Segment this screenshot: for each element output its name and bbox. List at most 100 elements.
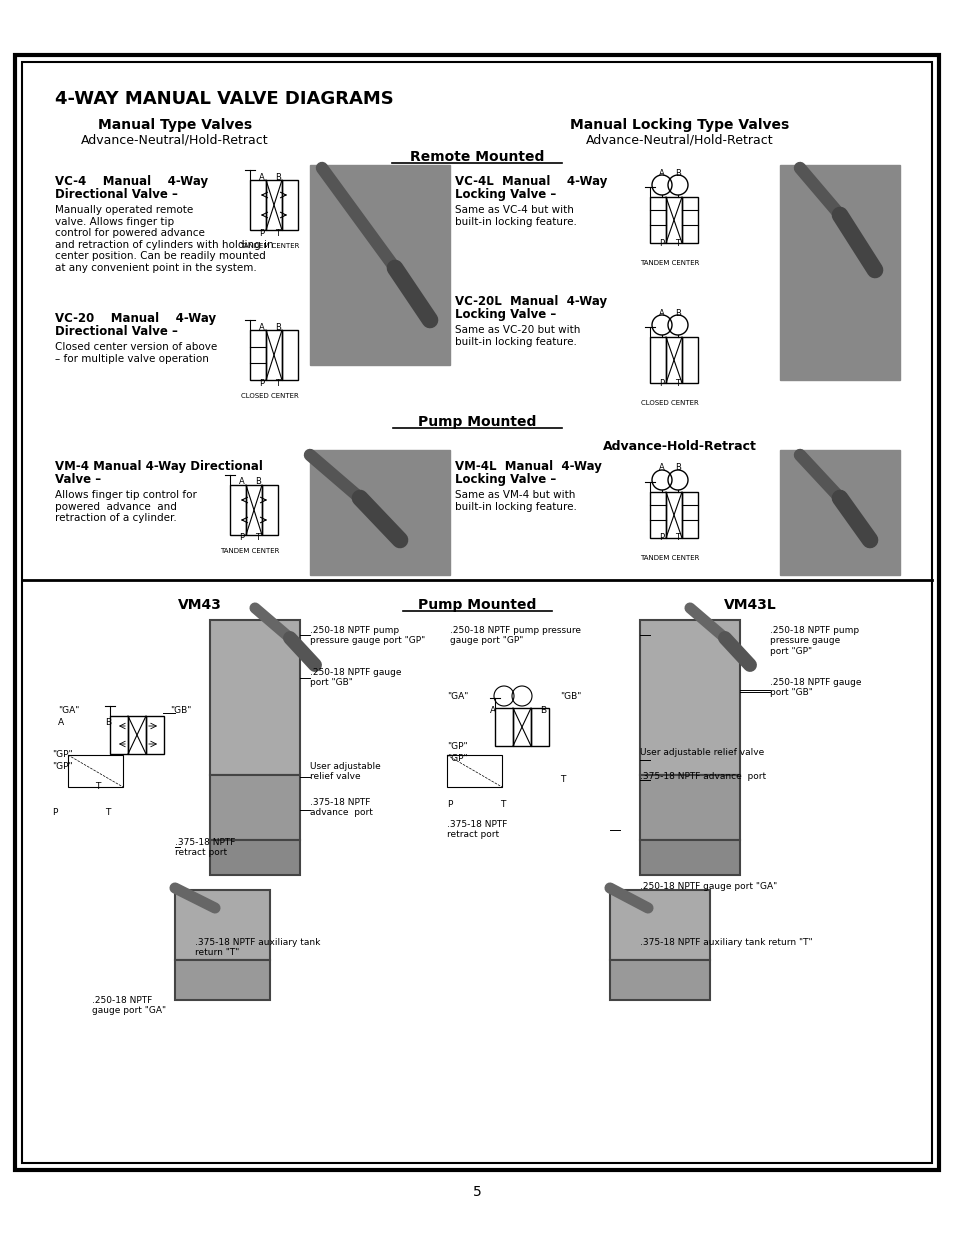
Text: Advance-Neutral/Hold-Retract: Advance-Neutral/Hold-Retract [585, 133, 773, 146]
Text: .250-18 NPTF gauge port "GA": .250-18 NPTF gauge port "GA" [639, 882, 777, 890]
Bar [310, 450, 450, 576]
Bar [665, 492, 681, 538]
Text: .375-18 NPTF advance  port: .375-18 NPTF advance port [639, 772, 765, 781]
Bar [649, 337, 665, 383]
Bar [22, 62, 931, 1163]
Text: A: A [659, 309, 664, 317]
Text: T: T [95, 782, 100, 790]
Text: "GP": "GP" [52, 750, 72, 760]
Text: Valve –: Valve – [55, 473, 101, 487]
Text: TANDEM CENTER: TANDEM CENTER [639, 555, 699, 561]
Text: "GP": "GP" [447, 755, 467, 763]
Text: T: T [675, 378, 679, 388]
Bar [447, 755, 501, 787]
Text: TANDEM CENTER: TANDEM CENTER [240, 243, 299, 249]
Text: VM-4L  Manual  4-Way: VM-4L Manual 4-Way [455, 459, 601, 473]
Text: .250-18 NPTF gauge
port "GB": .250-18 NPTF gauge port "GB" [769, 678, 861, 698]
Text: "GB": "GB" [170, 706, 192, 715]
Bar [649, 492, 665, 538]
Bar [282, 180, 297, 230]
Text: CLOSED CENTER: CLOSED CENTER [640, 400, 699, 406]
Text: "GA": "GA" [58, 706, 79, 715]
Text: P: P [659, 534, 664, 542]
Bar [531, 708, 548, 746]
Text: T: T [499, 800, 505, 809]
Text: User adjustable relief valve: User adjustable relief valve [639, 748, 763, 757]
Text: Pump Mounted: Pump Mounted [417, 598, 536, 613]
Bar [495, 708, 513, 746]
Text: VC-20    Manual    4-Way: VC-20 Manual 4-Way [55, 312, 216, 325]
Text: Same as VC-20 but with
built-in locking feature.: Same as VC-20 but with built-in locking … [455, 325, 579, 347]
Text: T: T [559, 776, 565, 784]
Text: 5: 5 [472, 1186, 481, 1199]
Text: 4-WAY MANUAL VALVE DIAGRAMS: 4-WAY MANUAL VALVE DIAGRAMS [55, 90, 394, 107]
Bar [609, 960, 709, 1000]
Text: B: B [539, 706, 545, 715]
Text: B: B [254, 478, 261, 487]
Bar [266, 330, 282, 380]
Bar [780, 450, 899, 576]
Text: .250-18 NPTF
gauge port "GA": .250-18 NPTF gauge port "GA" [91, 995, 166, 1015]
Text: B: B [105, 718, 111, 727]
Text: B: B [274, 322, 280, 331]
Text: VM43: VM43 [178, 598, 222, 613]
Text: A: A [259, 173, 265, 182]
Bar [639, 776, 740, 840]
Text: Closed center version of above
– for multiple valve operation: Closed center version of above – for mul… [55, 342, 217, 363]
Text: Manually operated remote
valve. Allows finger tip
control for powered advance
an: Manually operated remote valve. Allows f… [55, 205, 274, 273]
Text: "GB": "GB" [559, 692, 580, 701]
Text: B: B [675, 463, 680, 473]
Text: P: P [447, 800, 452, 809]
Bar [282, 330, 297, 380]
Bar [649, 198, 665, 243]
Bar [681, 198, 698, 243]
Text: Directional Valve –: Directional Valve – [55, 325, 177, 338]
Bar [681, 492, 698, 538]
Text: .250-18 NPTF pump pressure
gauge port "GP": .250-18 NPTF pump pressure gauge port "G… [450, 626, 580, 646]
Bar [665, 337, 681, 383]
Text: Remote Mounted: Remote Mounted [410, 149, 543, 164]
Text: .375-18 NPTF
advance  port: .375-18 NPTF advance port [310, 798, 373, 818]
Text: Manual Locking Type Valves: Manual Locking Type Valves [570, 119, 789, 132]
Text: .250-18 NPTF gauge
port "GB": .250-18 NPTF gauge port "GB" [310, 668, 401, 688]
Bar [128, 716, 146, 755]
Text: Pump Mounted: Pump Mounted [417, 415, 536, 429]
Text: P: P [259, 228, 264, 237]
Bar [246, 485, 262, 535]
Bar [262, 485, 277, 535]
Text: T: T [675, 534, 679, 542]
Text: TANDEM CENTER: TANDEM CENTER [639, 261, 699, 266]
Text: P: P [239, 534, 244, 542]
Text: Locking Valve –: Locking Valve – [455, 308, 556, 321]
Text: Manual Type Valves: Manual Type Valves [98, 119, 252, 132]
Bar [210, 620, 299, 776]
Text: A: A [659, 168, 664, 178]
Bar [146, 716, 164, 755]
Bar [210, 840, 299, 876]
Text: B: B [675, 168, 680, 178]
Bar [780, 165, 899, 380]
Text: VC-20L  Manual  4-Way: VC-20L Manual 4-Way [455, 295, 606, 308]
Text: B: B [675, 309, 680, 317]
Bar [681, 337, 698, 383]
Text: .375-18 NPTF auxiliary tank return "T": .375-18 NPTF auxiliary tank return "T" [639, 939, 812, 947]
Text: P: P [52, 808, 57, 818]
Text: T: T [275, 228, 280, 237]
Text: T: T [675, 238, 679, 247]
Bar [230, 485, 246, 535]
Text: B: B [274, 173, 280, 182]
Text: Locking Valve –: Locking Valve – [455, 473, 556, 487]
Bar [665, 198, 681, 243]
Bar [639, 620, 740, 776]
Bar [210, 776, 299, 840]
Bar [68, 755, 123, 787]
Text: P: P [659, 238, 664, 247]
Bar [310, 165, 450, 366]
Text: VM43L: VM43L [723, 598, 776, 613]
Text: Directional Valve –: Directional Valve – [55, 188, 177, 201]
Text: Advance-Hold-Retract: Advance-Hold-Retract [602, 440, 756, 453]
Text: .375-18 NPTF auxiliary tank
return "T": .375-18 NPTF auxiliary tank return "T" [194, 939, 320, 957]
Bar [174, 960, 270, 1000]
Text: P: P [259, 378, 264, 388]
Text: .250-18 NPTF pump
pressure gauge port "GP": .250-18 NPTF pump pressure gauge port "G… [310, 626, 425, 646]
